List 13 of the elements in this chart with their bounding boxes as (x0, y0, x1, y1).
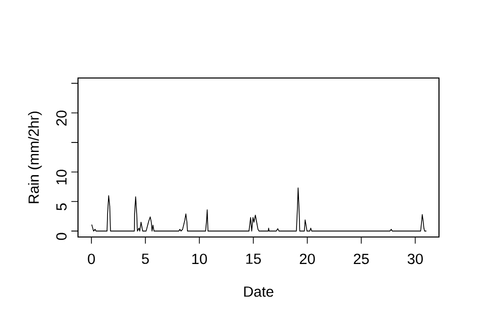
x-tick-label: 0 (88, 254, 95, 264)
x-tick-label: 5 (142, 254, 149, 264)
x-tick-label: 15 (246, 254, 261, 264)
x-tick-label: 20 (300, 254, 315, 264)
x-axis-title: Date (244, 286, 274, 297)
x-tick-label: 25 (354, 254, 369, 264)
y-tick-label: 5 (56, 203, 67, 210)
y-tick-label: 0 (56, 232, 67, 240)
y-tick-label: 20 (56, 110, 67, 126)
y-tick-label: 10 (56, 170, 67, 184)
x-tick-label: 10 (192, 254, 207, 264)
y-axis-title: Rain (mm/2hr) (28, 112, 42, 204)
x-tick-label: 30 (408, 254, 423, 264)
